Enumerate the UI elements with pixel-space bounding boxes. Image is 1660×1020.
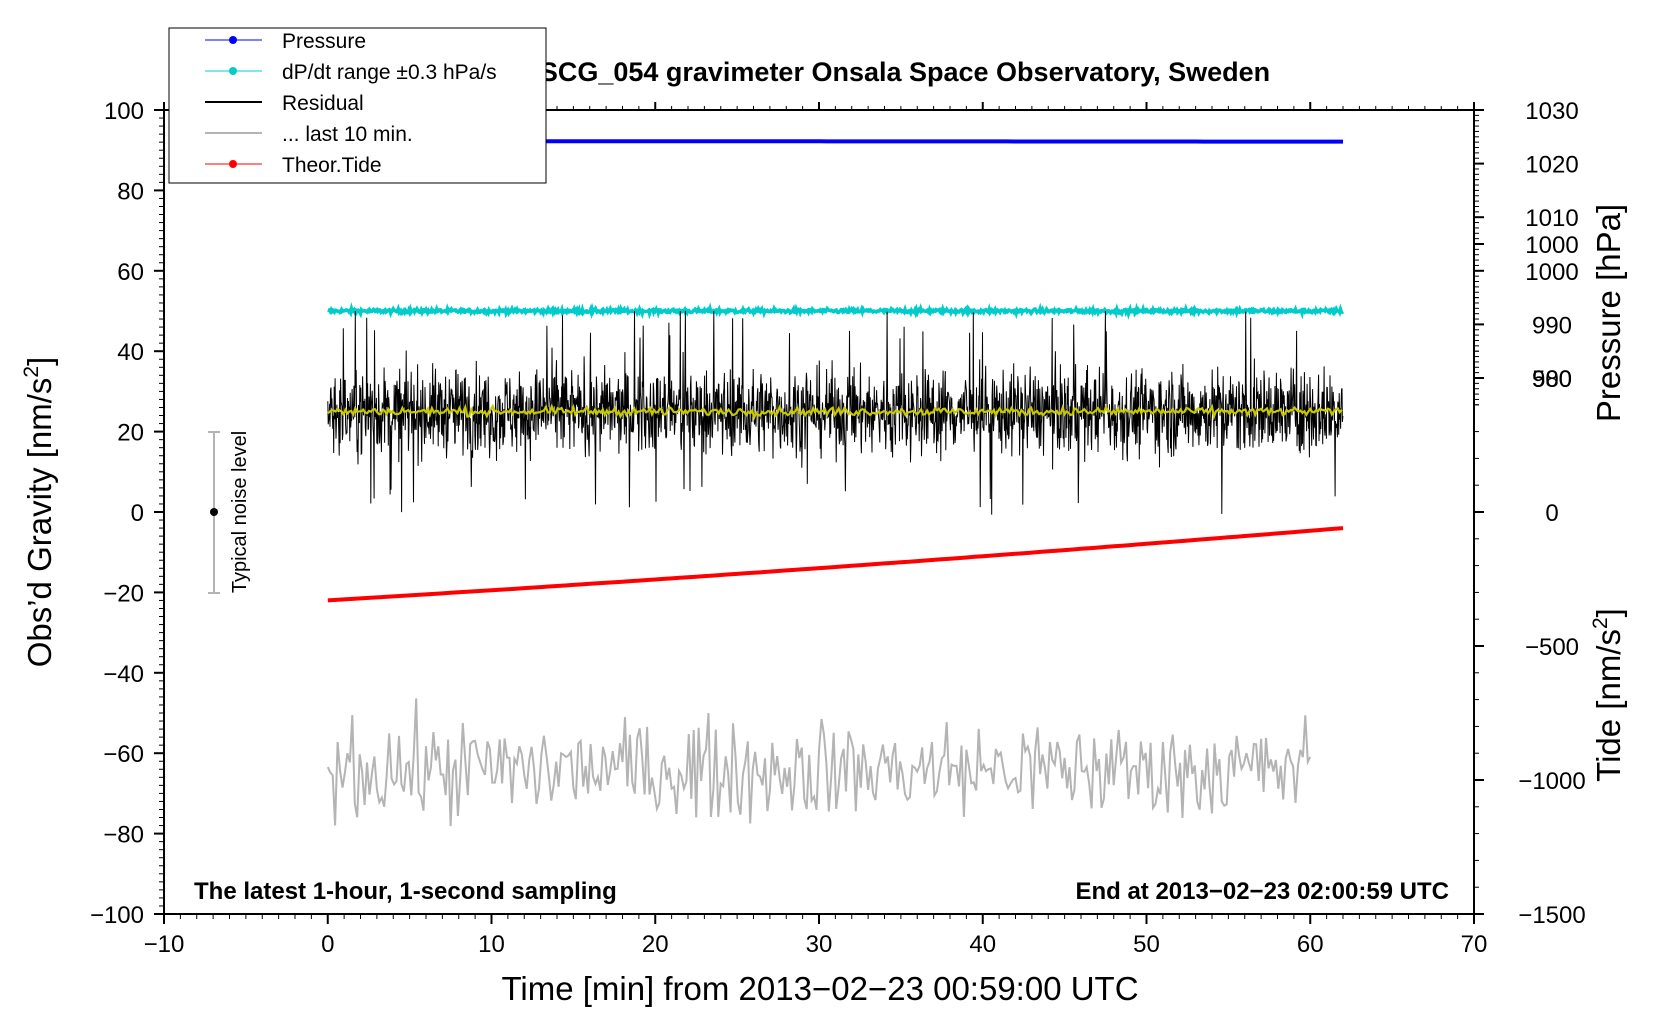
noise-bar: Typical noise level [208, 431, 251, 594]
y-left-tick-label: 40 [117, 339, 144, 366]
y-tide-tick-label: −1500 [1518, 902, 1585, 929]
y-pressure-tick-label: 1000 [1525, 259, 1578, 286]
legend-label-last-10-min: ... last 10 min. [282, 123, 413, 146]
y-left-tick-label: −40 [103, 661, 144, 688]
legend: Pressure dP/dt range ±0.3 hPa/s Residual… [168, 27, 547, 184]
legend-item-tide: Theor.Tide [205, 154, 382, 177]
y-left-tick-label: −80 [103, 822, 144, 849]
plot-frame [163, 109, 1475, 915]
y-tide-tick-label: 0 [1545, 500, 1558, 527]
y-axis-left-label: Obs’d Gravity [nm/s2] [20, 357, 58, 668]
y-left-tick-label: 100 [104, 98, 144, 125]
x-tick-label: 10 [478, 931, 505, 958]
axes-layer: −10 0 10 20 30 40 50 60 70−100−80−60−40−20020406… [90, 98, 1586, 958]
y-axis-left-label-end: ] [21, 357, 58, 366]
legend-marker-pressure [229, 36, 237, 44]
x-tick-label: 40 [969, 931, 996, 958]
chart-title: SCG_054 gravimeter Onsala Space Observat… [540, 57, 1270, 87]
x-tick-label: 20 [642, 931, 669, 958]
y-tide-tick-label: −1000 [1518, 768, 1585, 795]
series-residual-smoothed [327, 403, 1343, 421]
x-axis-label: Time [min] from 2013−02−23 00:59:00 UTC [501, 970, 1138, 1007]
y-axis-left-label-sup: 2 [20, 366, 43, 378]
y-pressure-tick-label: 990 [1532, 312, 1572, 339]
y-pressure-tick-label: 1020 [1525, 152, 1578, 179]
legend-label-residual: Residual [282, 92, 364, 115]
noise-bar-center-dot [210, 508, 218, 516]
y-axis-tide-label: Tide [nm/s2] [1589, 608, 1627, 782]
y-axis-tide-label-text: Tide [nm/s [1590, 629, 1627, 782]
y-axis-left-label-text: Obs’d Gravity [nm/s [21, 378, 58, 668]
y-left-tick-label: −100 [90, 902, 144, 929]
series-tide [327, 526, 1344, 603]
y-left-tick-label: −20 [103, 580, 144, 607]
x-tick-label: 50 [1133, 931, 1160, 958]
x-tick-label: 70 [1461, 931, 1488, 958]
y-tide-tick-label: −500 [1525, 634, 1579, 661]
legend-item-residual: Residual [205, 92, 364, 115]
legend-label-tide: Theor.Tide [282, 154, 382, 177]
y-left-tick-label: 60 [117, 259, 144, 286]
legend-item-pressure: Pressure [205, 30, 366, 53]
noise-bar-label: Typical noise level [229, 431, 251, 593]
x-tick-label: 30 [806, 931, 833, 958]
legend-box [168, 27, 547, 184]
y-tide-tick-label: 1000 [1525, 232, 1578, 259]
annotation-end-time: End at 2013−02−23 02:00:59 UTC [1075, 878, 1449, 905]
y-pressure-tick-label: 1030 [1525, 98, 1578, 125]
y-left-tick-label: 0 [131, 500, 144, 527]
legend-marker-tide [229, 160, 237, 168]
y-axis-tide-label-end: ] [1590, 608, 1627, 617]
y-axis-pressure-label: Pressure [hPa] [1590, 204, 1627, 422]
series-last-10-min [326, 698, 1312, 827]
x-tick-label: 0 [321, 931, 334, 958]
y-tide-tick-label: 500 [1532, 366, 1572, 393]
annotation-sampling: The latest 1-hour, 1-second sampling [194, 878, 617, 905]
y-pressure-tick-label: 980 [1532, 366, 1572, 393]
legend-item-last-10-min: ... last 10 min. [205, 123, 413, 146]
y-left-tick-label: 20 [117, 420, 144, 447]
series-residual [327, 310, 1344, 515]
series-layer [326, 139, 1345, 827]
series-dpdt [327, 301, 1345, 320]
legend-label-dpdt: dP/dt range ±0.3 hPa/s [282, 61, 497, 84]
y-left-tick-label: −60 [103, 741, 144, 768]
legend-marker-dpdt [229, 67, 237, 75]
x-tick-label: −10 [144, 931, 185, 958]
legend-label-pressure: Pressure [282, 30, 366, 53]
y-axis-tide-label-sup: 2 [1589, 617, 1612, 629]
x-tick-label: 60 [1297, 931, 1324, 958]
y-left-tick-label: 80 [117, 178, 144, 205]
legend-item-dpdt: dP/dt range ±0.3 hPa/s [205, 61, 497, 84]
y-pressure-tick-label: 1010 [1525, 205, 1578, 232]
